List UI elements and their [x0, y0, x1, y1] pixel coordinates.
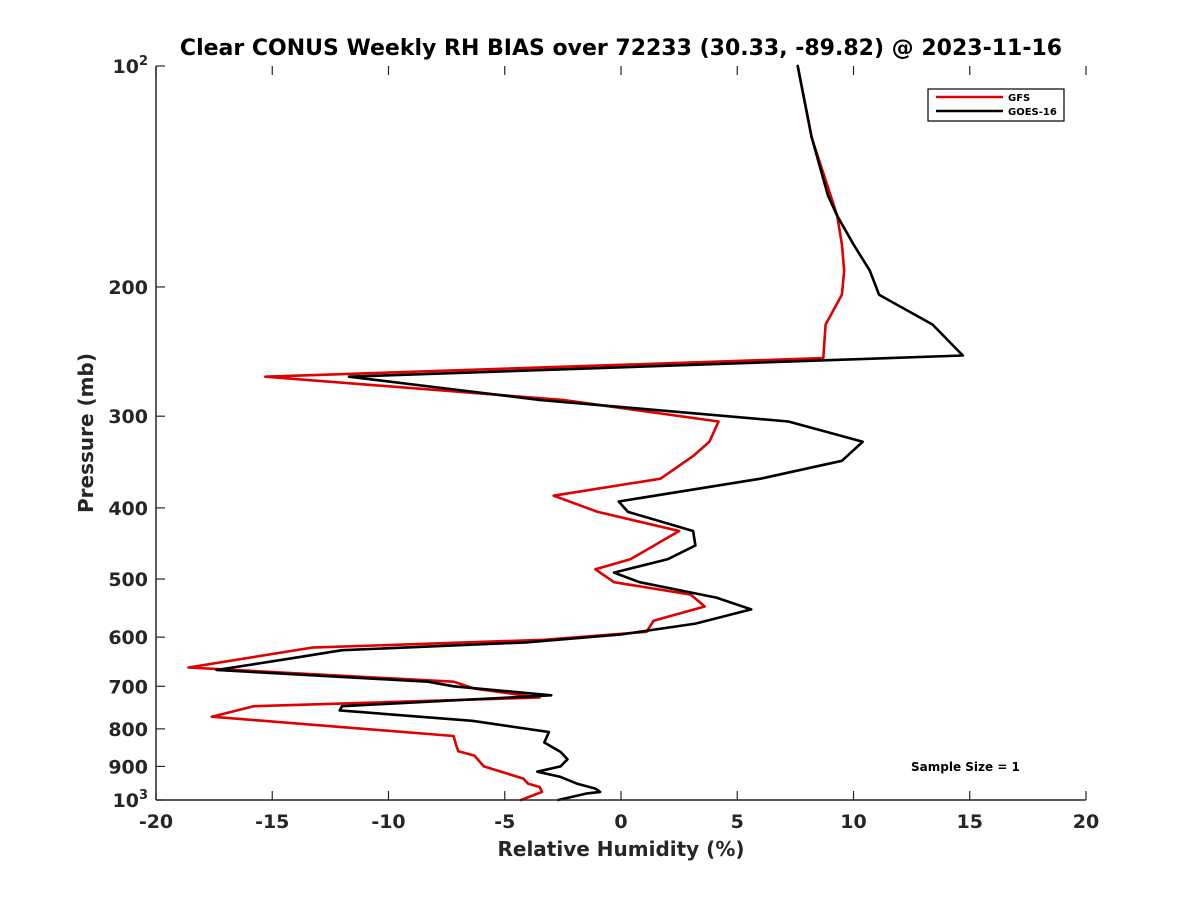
legend-items: GFS GOES-16 — [936, 93, 1057, 118]
x-tick-label: 0 — [614, 811, 627, 833]
y-axis-label: Pressure (mb) — [74, 353, 98, 513]
x-axis-label: Relative Humidity (%) — [497, 837, 744, 861]
y-tick-label: 800 — [108, 719, 148, 741]
y-tick-label: 600 — [108, 627, 148, 649]
x-tick-label: 20 — [1073, 811, 1099, 833]
x-tick-label: -10 — [371, 811, 405, 833]
legend-box — [927, 88, 1065, 122]
y-tick-label: 200 — [108, 277, 148, 299]
sample-size-annotation: Sample Size = 1 — [911, 760, 1020, 774]
series-line-goes-16 — [215, 64, 965, 802]
x-tick-label: 5 — [731, 811, 744, 833]
y-tick-label: 500 — [108, 569, 148, 591]
x-tick-layer: -20 -15 -10 -5 0 5 10 15 20 — [139, 66, 1099, 833]
x-tick-label: -20 — [139, 811, 173, 833]
y-tick-label: 400 — [108, 498, 148, 520]
y-tick-label: 103 — [113, 788, 149, 812]
legend-label-gfs: GFS — [1008, 93, 1030, 104]
series-line-gfs — [187, 64, 846, 802]
x-tick-label: 10 — [840, 811, 866, 833]
y-tick-label: 300 — [108, 406, 148, 428]
y-tick-label: 102 — [113, 54, 149, 78]
x-tick-label: -15 — [255, 811, 289, 833]
y-tick-layer: 102 200 300 400 500 600 700 800 900 103 — [108, 54, 165, 812]
legend: GFS GOES-16 — [927, 88, 1065, 122]
series-layer — [187, 64, 965, 802]
chart-title: Clear CONUS Weekly RH BIAS over 72233 (3… — [180, 36, 1062, 61]
x-tick-label: 15 — [957, 811, 983, 833]
y-tick-label: 900 — [108, 756, 148, 778]
y-tick-label: 700 — [108, 676, 148, 698]
legend-label-goes-16: GOES-16 — [1008, 107, 1057, 118]
plot-area — [156, 66, 1086, 800]
x-tick-label: -5 — [494, 811, 515, 833]
